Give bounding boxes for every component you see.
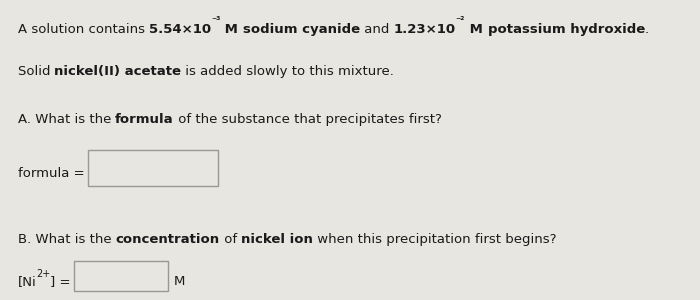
- Text: [Ni: [Ni: [18, 275, 36, 288]
- Text: sodium cyanide: sodium cyanide: [243, 23, 360, 36]
- Text: M: M: [465, 23, 487, 36]
- Text: nickel ion: nickel ion: [241, 233, 313, 246]
- Text: is added slowly to this mixture.: is added slowly to this mixture.: [181, 65, 394, 78]
- Text: M: M: [174, 275, 186, 288]
- Text: Solid: Solid: [18, 65, 55, 78]
- Text: A. What is the: A. What is the: [18, 113, 115, 126]
- Text: nickel(II) acetate: nickel(II) acetate: [55, 65, 181, 78]
- Text: potassium hydroxide: potassium hydroxide: [487, 23, 645, 36]
- Text: and: and: [360, 23, 393, 36]
- Text: of the substance that precipitates first?: of the substance that precipitates first…: [174, 113, 442, 126]
- Text: 1.23×10: 1.23×10: [393, 23, 456, 36]
- Text: ⁻³: ⁻³: [211, 16, 220, 26]
- Text: M: M: [220, 23, 243, 36]
- Text: ⁻²: ⁻²: [456, 16, 465, 26]
- Text: formula =: formula =: [18, 167, 88, 180]
- Text: formula: formula: [115, 113, 174, 126]
- Text: when this precipitation first begins?: when this precipitation first begins?: [313, 233, 556, 246]
- Text: of: of: [220, 233, 241, 246]
- Text: ] =: ] =: [50, 275, 71, 288]
- Text: 5.54×10: 5.54×10: [148, 23, 211, 36]
- Text: A solution contains: A solution contains: [18, 23, 148, 36]
- Text: .: .: [645, 23, 649, 36]
- Text: 2+: 2+: [36, 269, 50, 279]
- Text: concentration: concentration: [116, 233, 220, 246]
- Text: B. What is the: B. What is the: [18, 233, 116, 246]
